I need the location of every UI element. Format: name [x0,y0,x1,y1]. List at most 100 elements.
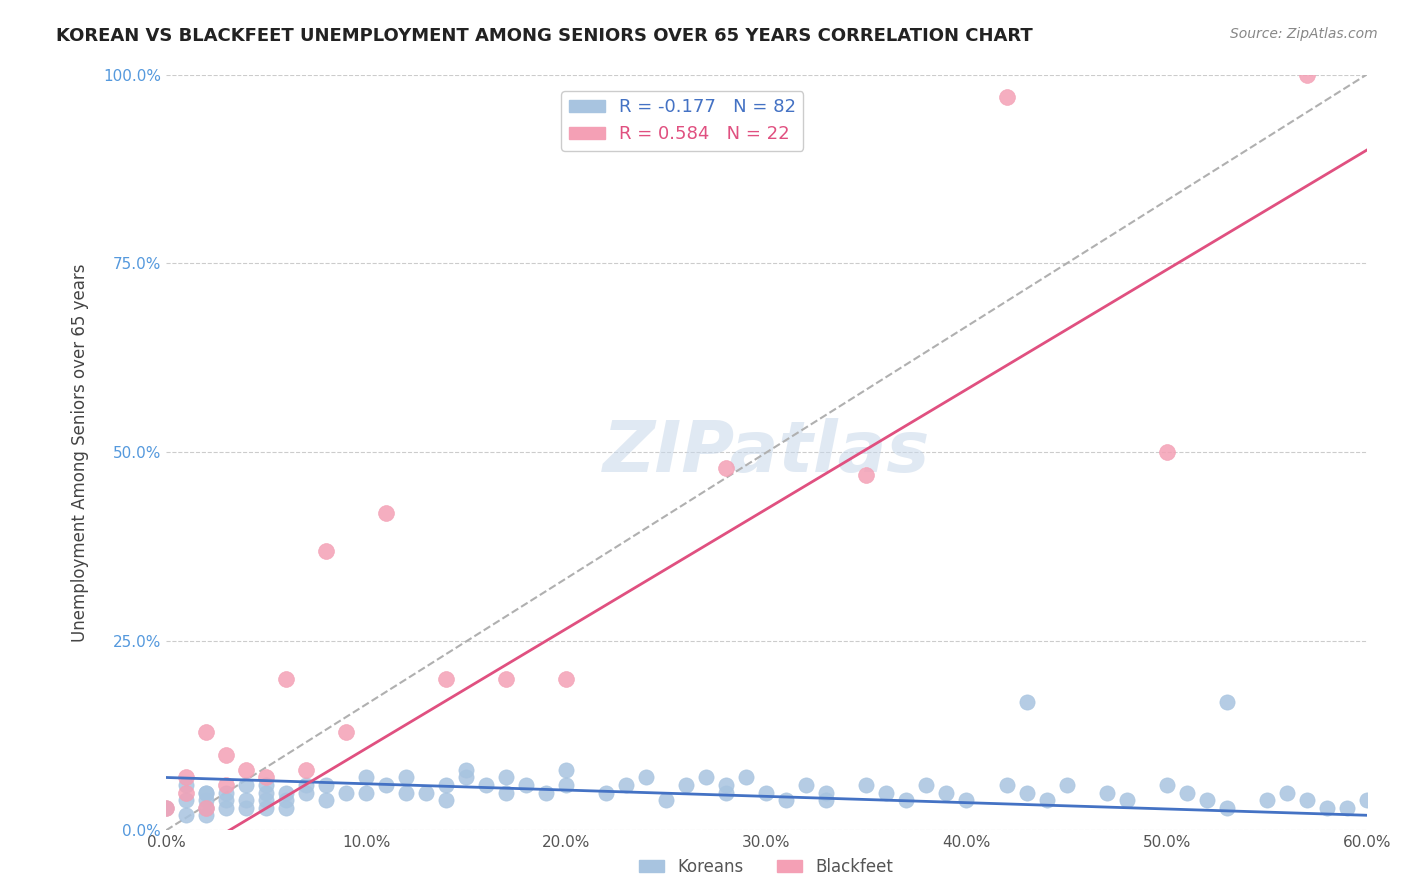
Point [375,506,398,520]
Point [595,786,617,800]
Point [775,793,797,807]
Point [555,778,578,792]
Point [315,793,337,807]
Point [675,778,697,792]
Point [174,786,197,800]
Point [955,793,977,807]
Point [1295,793,1317,807]
Point [495,672,517,686]
Point [1156,778,1178,792]
Point [636,771,658,785]
Point [254,793,277,807]
Point [155,801,177,815]
Point [195,793,218,807]
Text: ZIPatlas: ZIPatlas [603,418,929,487]
Point [534,786,557,800]
Point [1175,786,1198,800]
Point [555,672,578,686]
Point [655,793,678,807]
Point [815,793,838,807]
Point [815,786,838,800]
Point [716,460,738,475]
Point [195,786,218,800]
Point [274,672,297,686]
Point [195,725,218,739]
Point [335,725,357,739]
Point [315,543,337,558]
Point [195,801,218,815]
Point [1015,695,1038,709]
Point [395,786,418,800]
Point [456,771,478,785]
Point [375,778,398,792]
Point [475,778,498,792]
Text: KOREAN VS BLACKFEET UNEMPLOYMENT AMONG SENIORS OVER 65 YEARS CORRELATION CHART: KOREAN VS BLACKFEET UNEMPLOYMENT AMONG S… [56,27,1033,45]
Point [855,468,877,483]
Point [295,778,318,792]
Point [495,771,517,785]
Point [614,778,637,792]
Point [254,771,277,785]
Point [274,786,297,800]
Point [434,778,457,792]
Point [456,763,478,777]
Point [235,801,257,815]
Point [896,793,918,807]
Point [1015,786,1038,800]
Point [215,793,238,807]
Point [855,778,877,792]
Point [274,801,297,815]
Point [254,801,277,815]
Point [235,763,257,777]
Point [1336,801,1358,815]
Y-axis label: Unemployment Among Seniors over 65 years: Unemployment Among Seniors over 65 years [72,263,89,641]
Point [735,771,758,785]
Point [1256,793,1278,807]
Point [1215,801,1237,815]
Point [195,808,218,822]
Point [515,778,537,792]
Point [315,778,337,792]
Legend: Koreans, Blackfeet: Koreans, Blackfeet [633,851,900,882]
Point [254,778,277,792]
Point [1195,793,1218,807]
Point [555,763,578,777]
Point [295,763,318,777]
Point [395,771,418,785]
Point [174,808,197,822]
Point [215,778,238,792]
Point [495,786,517,800]
Point [796,778,818,792]
Point [254,786,277,800]
Point [174,778,197,792]
Point [1056,778,1078,792]
Point [716,778,738,792]
Point [995,90,1018,104]
Point [915,778,938,792]
Point [174,771,197,785]
Point [274,793,297,807]
Point [354,771,377,785]
Point [434,793,457,807]
Point [415,786,437,800]
Point [1355,793,1378,807]
Point [295,786,318,800]
Point [1156,445,1178,459]
Point [215,801,238,815]
Point [875,786,897,800]
Point [935,786,957,800]
Point [434,672,457,686]
Point [995,778,1018,792]
Point [155,801,177,815]
Point [195,786,218,800]
Point [235,778,257,792]
Point [716,786,738,800]
Point [695,771,717,785]
Point [755,786,778,800]
Point [174,793,197,807]
Point [195,801,218,815]
Point [1115,793,1137,807]
Point [354,786,377,800]
Point [1035,793,1057,807]
Point [1275,786,1298,800]
